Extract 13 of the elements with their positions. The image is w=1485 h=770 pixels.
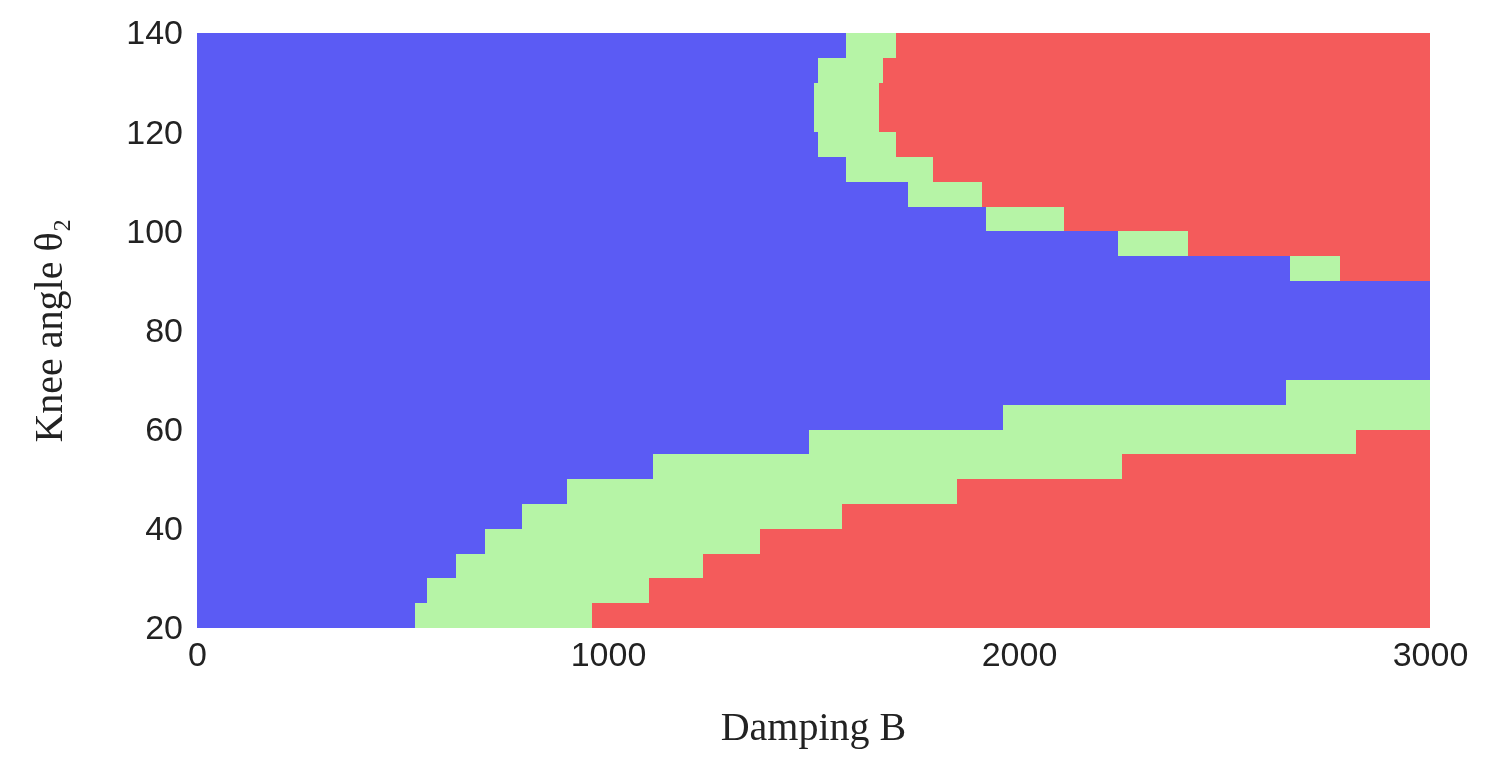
y-axis-title: Knee angle θ₂ [26,218,71,443]
x-tick-label: 3000 [1392,635,1469,674]
x-tick-label: 2000 [981,635,1058,674]
y-tick-label: 80 [145,310,183,349]
x-tick-label: 1000 [570,635,647,674]
y-tick-label: 140 [126,13,183,52]
y-tick-label: 20 [145,608,183,647]
x-axis-title: Damping B [720,704,907,749]
y-tick-label: 40 [145,509,183,548]
y-tick-label: 100 [126,211,183,250]
x-tick-label: 0 [188,635,207,674]
y-tick-label: 60 [145,410,183,449]
y-tick-label: 120 [126,112,183,151]
